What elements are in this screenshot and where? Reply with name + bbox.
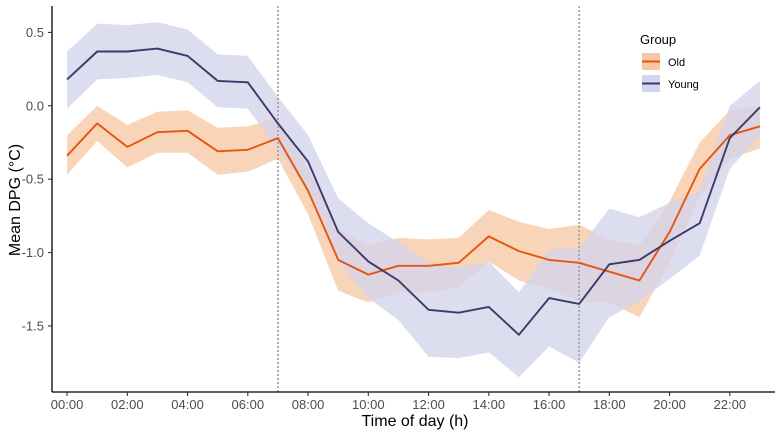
reference-lines <box>277 6 580 392</box>
series-lines <box>66 47 761 336</box>
x-tick-label: 22:00 <box>714 397 747 412</box>
y-tick-label: 0.5 <box>26 25 44 40</box>
legend-title: Group <box>640 32 676 47</box>
y-tick-label: -1.0 <box>22 245 44 260</box>
x-tick-label: 16:00 <box>533 397 566 412</box>
x-tick-label: 14:00 <box>473 397 506 412</box>
x-tick-label: 02:00 <box>111 397 144 412</box>
x-axis-title: Time of day (h) <box>362 413 469 430</box>
y-tick-label: -1.5 <box>22 318 44 333</box>
legend: Group Old Young <box>640 32 699 92</box>
x-tick-label: 10:00 <box>352 397 385 412</box>
x-tick-label: 04:00 <box>171 397 204 412</box>
x-tick-label: 06:00 <box>232 397 265 412</box>
y-ticks: 0.5 0.0 -0.5 -1.0 -1.5 <box>22 25 52 333</box>
y-tick-label: 0.0 <box>26 98 44 113</box>
x-tick-label: 12:00 <box>412 397 445 412</box>
x-tick-label: 00:00 <box>51 397 84 412</box>
line-old <box>66 122 761 282</box>
legend-label-young: Young <box>668 79 699 91</box>
x-tick-label: 18:00 <box>593 397 626 412</box>
band-young <box>67 22 760 378</box>
y-axis-title: Mean DPG (°C) <box>7 144 24 256</box>
y-tick-label: -0.5 <box>22 172 44 187</box>
x-ticks: 00:00 02:00 04:00 06:00 08:00 10:00 12:00 14:00… <box>51 392 746 412</box>
line-young <box>66 47 761 336</box>
legend-label-old: Old <box>668 57 685 69</box>
x-tick-label: 20:00 <box>653 397 686 412</box>
x-tick-label: 08:00 <box>292 397 325 412</box>
